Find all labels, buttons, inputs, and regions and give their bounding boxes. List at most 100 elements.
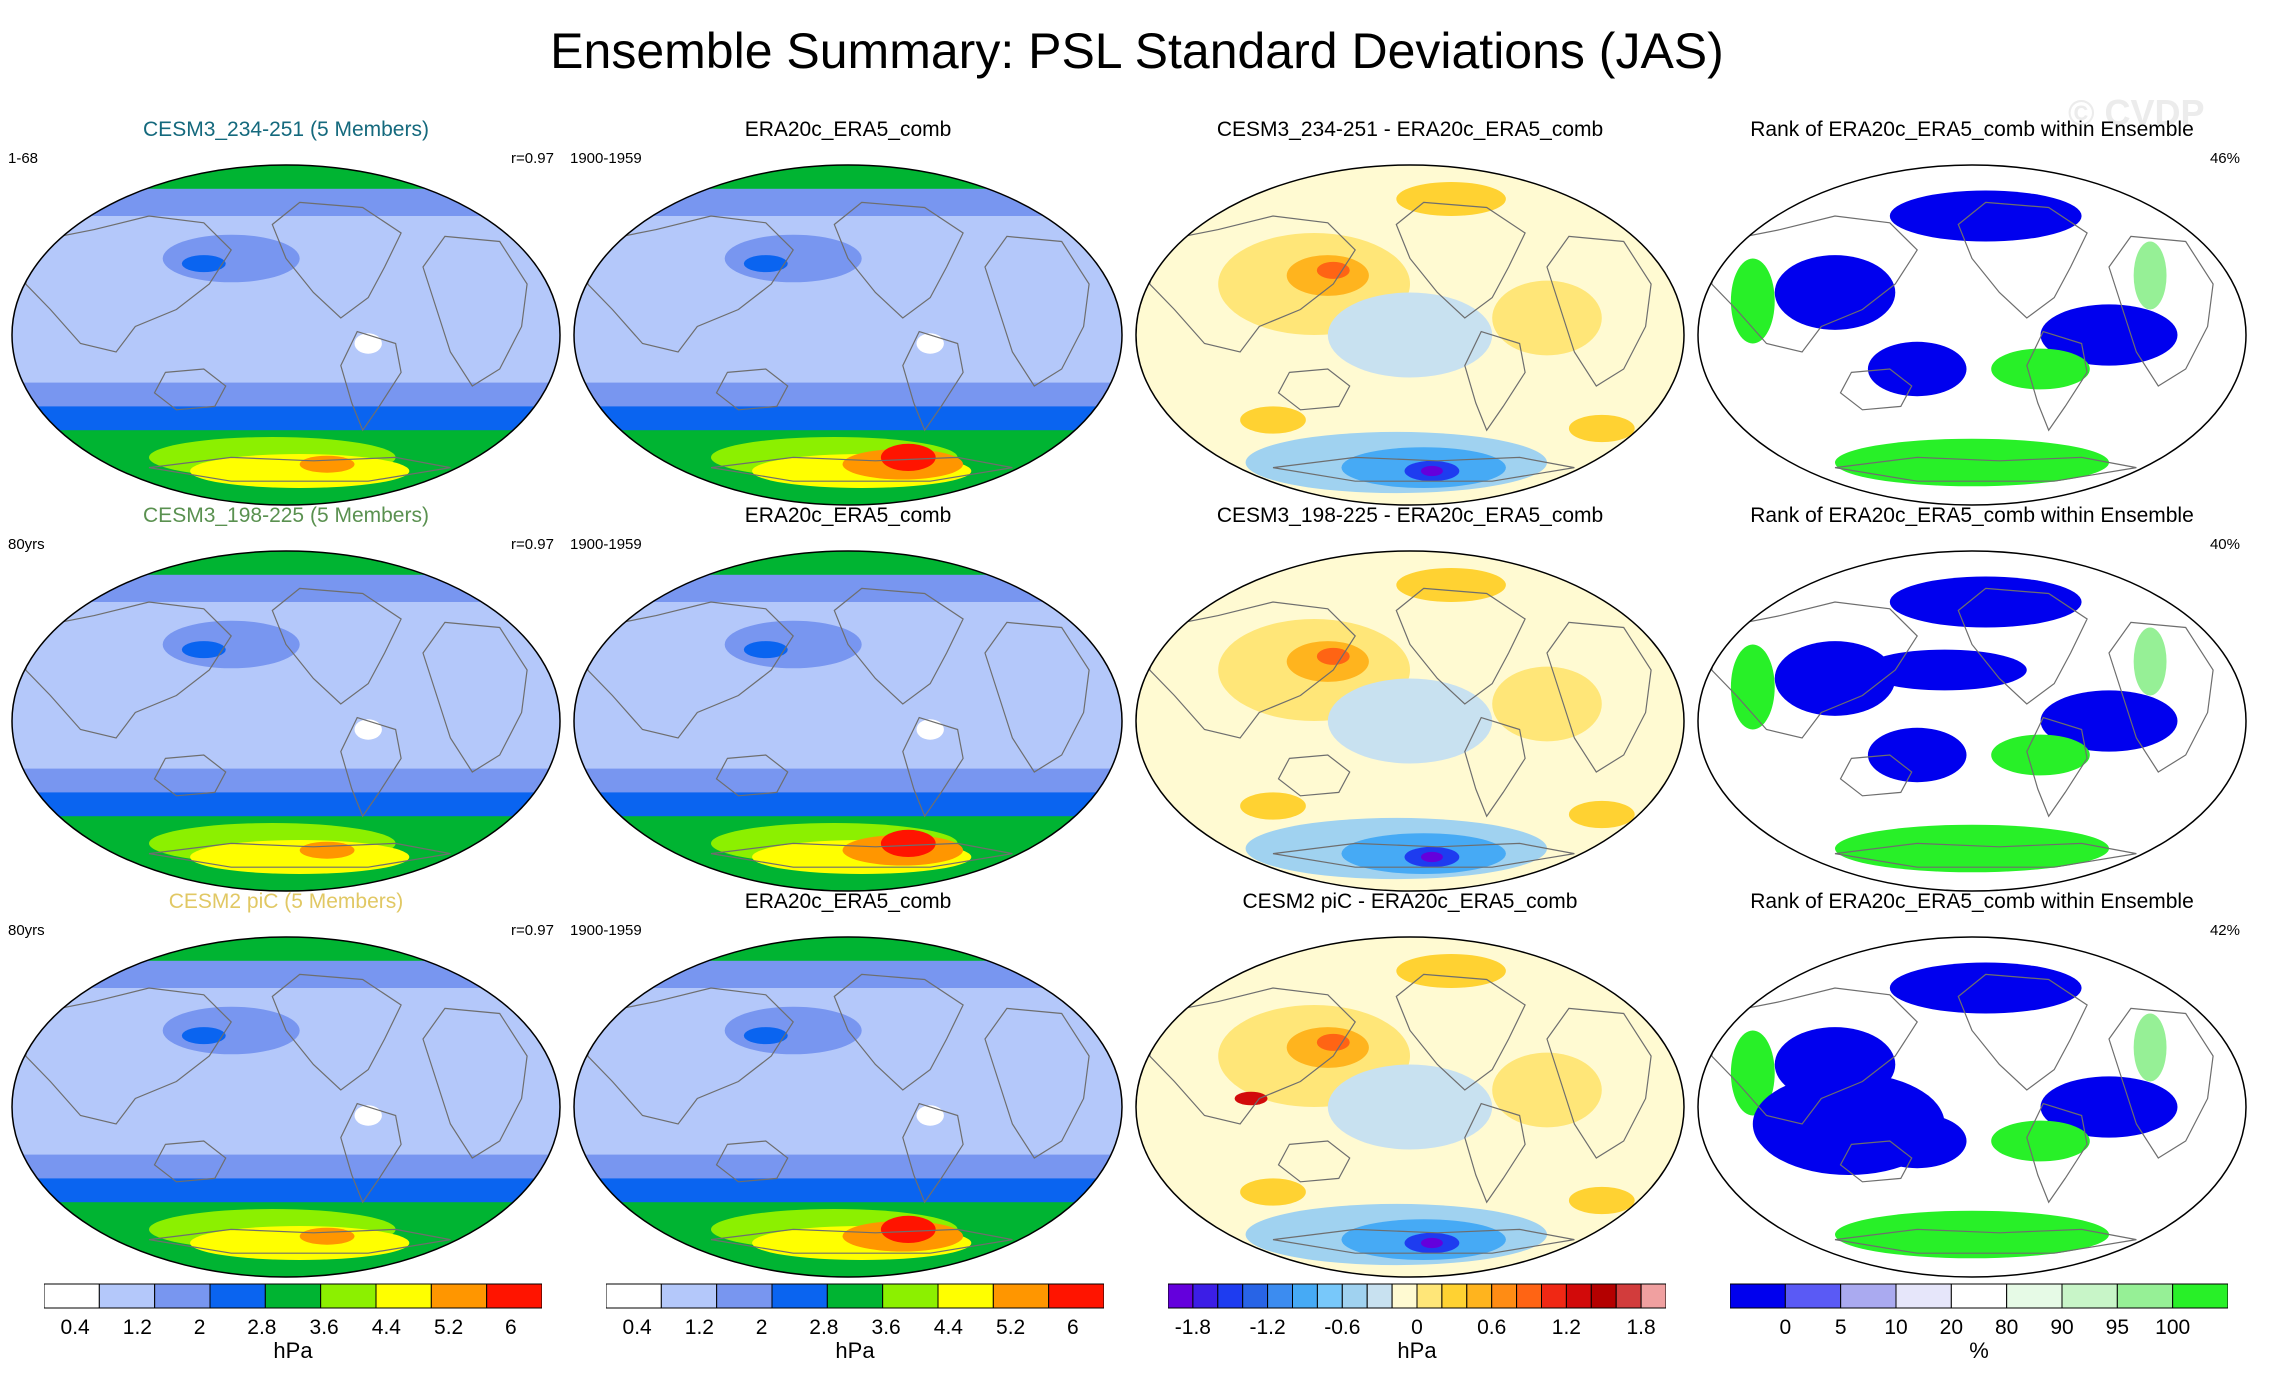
field-blob — [2133, 241, 2167, 310]
colorbar-swatch — [1466, 1283, 1493, 1309]
map-border — [573, 164, 1123, 506]
colorbar-swatch — [98, 1283, 156, 1309]
map-border — [573, 936, 1123, 1278]
field-blob — [1835, 824, 2109, 873]
colorbar-swatch — [1416, 1283, 1443, 1309]
colorbar-tick-label: 2 — [194, 1316, 206, 1339]
coastline — [25, 587, 528, 868]
field-blob — [1327, 1064, 1493, 1150]
colorbar-tick-label: 5.2 — [434, 1316, 463, 1339]
field-blob — [1991, 734, 2090, 776]
field-blob — [1234, 1091, 1268, 1106]
difference-panel: CESM3_234-251 - ERA20c_ERA5_comb — [1132, 118, 1688, 506]
field-blob — [354, 1105, 382, 1126]
map-plot — [1697, 936, 2247, 1278]
field-blob — [2133, 627, 2167, 696]
panel-left-label: 1-68 — [8, 150, 39, 167]
colorbar-tick-label: 2.8 — [809, 1316, 838, 1339]
panel-title: ERA20c_ERA5_comb — [744, 504, 952, 527]
colorbar-swatch — [1730, 1283, 1786, 1309]
field-blob — [916, 333, 944, 354]
colorbar-swatch — [1267, 1283, 1293, 1309]
ensemble-mean-panel: CESM3_234-251 (5 Members) 1-68 r=0.97 — [8, 118, 564, 506]
cvdp-watermark: © CVDP — [2068, 92, 2205, 133]
field-blob — [1492, 1052, 1602, 1128]
standard-deviation-colorbar: 0.4 1.2 2 2.8 3.6 4.4 5.2 6 hPa — [606, 1283, 1104, 1363]
colorbar-tick-label: -0.6 — [1324, 1316, 1360, 1339]
colorbar-swatch — [1292, 1283, 1318, 1309]
coastline — [25, 201, 528, 482]
colorbar-swatch — [1242, 1283, 1269, 1309]
colorbar-tick-label: 80 — [1995, 1316, 2018, 1339]
field-blob — [1752, 1073, 1945, 1175]
panel-right-label: r=0.97 — [511, 150, 554, 167]
colorbar-swatch — [1341, 1283, 1368, 1309]
field-blob — [1835, 1210, 2109, 1259]
colorbar-tick-label: 0.6 — [1477, 1316, 1506, 1339]
colorbar-swatch — [1541, 1283, 1567, 1309]
figure-title: Ensemble Summary: PSL Standard Deviation… — [550, 23, 1724, 79]
field-blob — [1420, 1237, 1443, 1249]
colorbar-swatch — [1840, 1283, 1897, 1309]
field-blob — [299, 841, 355, 859]
panel-left-label: 1900-1959 — [570, 150, 642, 167]
field-band — [574, 551, 1122, 575]
colorbar-swatch — [375, 1283, 432, 1309]
field-blob — [1867, 341, 1967, 397]
coastline — [1711, 587, 2214, 868]
coastline — [1711, 973, 2214, 1254]
colorbar-units: hPa — [1397, 1338, 1437, 1363]
colorbar-swatch — [1615, 1283, 1642, 1309]
panel-right-label: 40% — [2209, 536, 2240, 553]
field-blob — [1492, 666, 1602, 742]
field-blob — [2040, 304, 2178, 366]
rank-panel: Rank of ERA20c_ERA5_comb within Ensemble… — [1694, 504, 2250, 892]
field-blob — [2133, 1013, 2167, 1082]
colorbar-tick-label: 1.8 — [1626, 1316, 1655, 1339]
field-blob — [1316, 261, 1350, 279]
map-border — [1697, 936, 2247, 1278]
field-blob — [1240, 406, 1306, 434]
field-blob — [299, 1227, 355, 1245]
field-blob — [1730, 258, 1775, 344]
colorbar-swatch — [209, 1283, 266, 1309]
map-border — [11, 936, 561, 1278]
colorbar-swatch — [1168, 1283, 1194, 1309]
map-plot — [573, 164, 1123, 506]
field-blob — [181, 1027, 226, 1045]
observation-panel: ERA20c_ERA5_comb 1900-1959 — [570, 504, 1126, 892]
field-blob — [1730, 1030, 1775, 1116]
panel-title: Rank of ERA20c_ERA5_comb within Ensemble — [1750, 118, 2194, 141]
colorbar-swatch — [1640, 1283, 1666, 1309]
colorbar-tick-label: 1.2 — [1552, 1316, 1581, 1339]
field-blob — [190, 840, 410, 874]
field-band — [12, 165, 560, 189]
observation-panel: ERA20c_ERA5_comb 1900-1959 — [570, 890, 1126, 1278]
colorbar-swatch — [2061, 1283, 2118, 1309]
map-plot — [11, 936, 561, 1278]
colorbar-tick-label: 1.2 — [123, 1316, 152, 1339]
field-blob — [1889, 576, 2082, 628]
map-border — [1697, 164, 2247, 506]
colorbar-tick-label: 100 — [2155, 1316, 2190, 1339]
map-plot — [1697, 550, 2247, 892]
panel-right-label: 42% — [2209, 922, 2240, 939]
field-blob — [1991, 1120, 2090, 1162]
map-plot — [1135, 164, 1685, 506]
colorbar-swatch — [660, 1283, 718, 1309]
field-blob — [1568, 1186, 1635, 1215]
coastline — [587, 973, 1090, 1254]
field-blob — [2040, 1076, 2178, 1138]
field-blob — [1568, 414, 1635, 443]
colorbar-tick-label: 3.6 — [872, 1316, 901, 1339]
colorbar-swatch — [2172, 1283, 2228, 1309]
colorbar-swatch — [1516, 1283, 1543, 1309]
field-blob — [299, 455, 355, 473]
panel-left-label: 1900-1959 — [570, 536, 642, 553]
observation-panel: ERA20c_ERA5_comb 1900-1959 — [570, 118, 1126, 506]
colorbar-swatch — [1316, 1283, 1343, 1309]
field-blob — [1396, 182, 1506, 216]
colorbar-swatch — [1391, 1283, 1418, 1309]
coastline — [25, 973, 528, 1254]
panel-right-label: r=0.97 — [511, 922, 554, 939]
